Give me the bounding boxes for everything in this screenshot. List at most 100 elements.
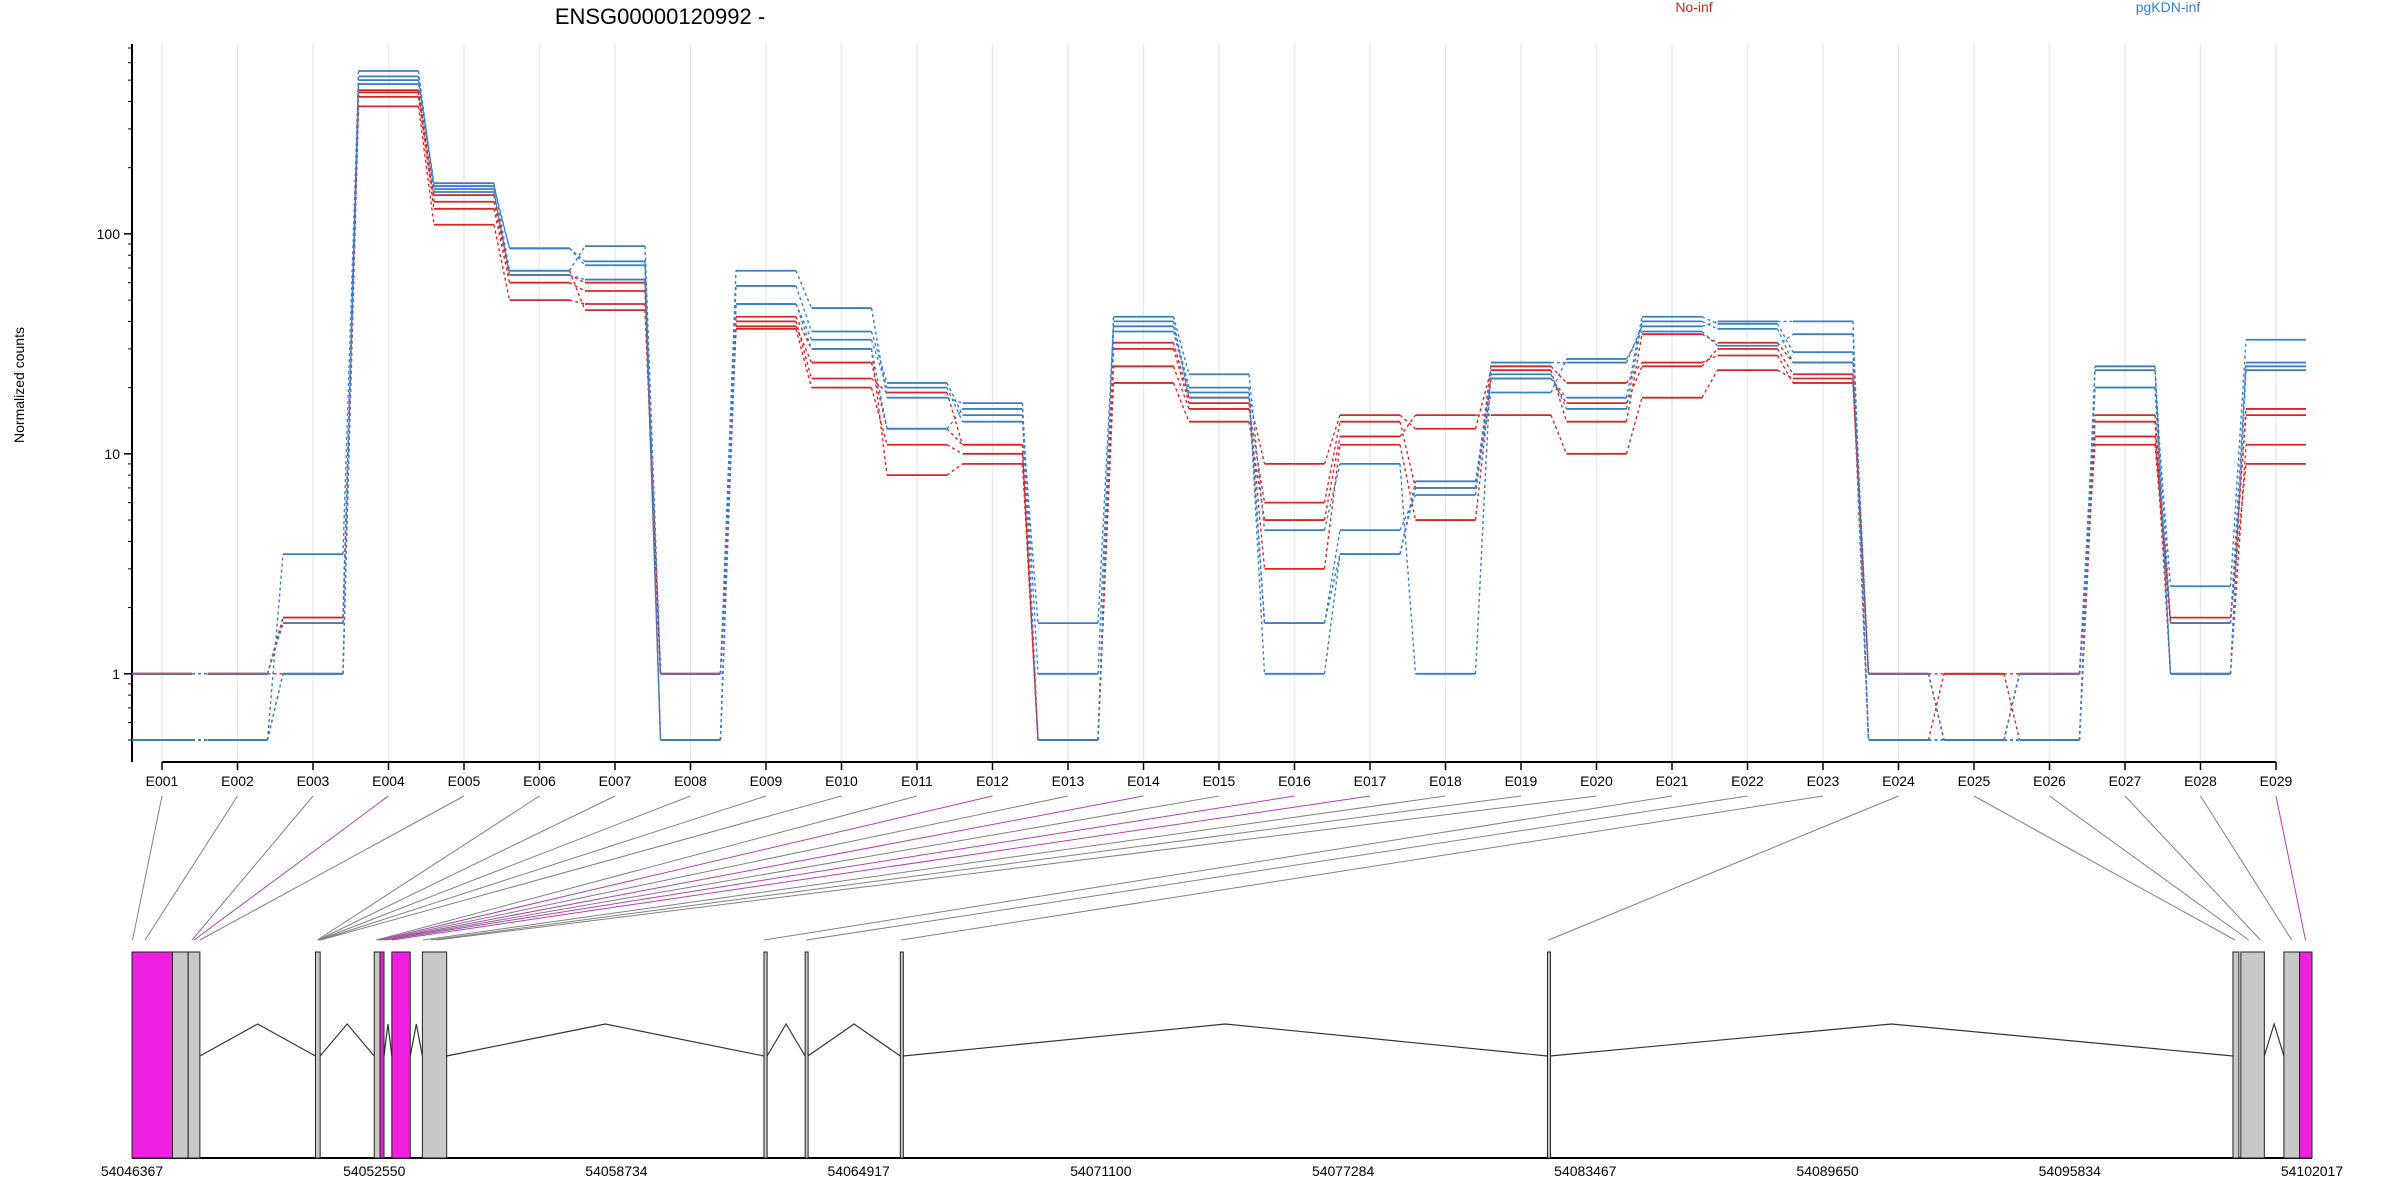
exon-link-line: [381, 795, 1144, 941]
series-connector: [569, 299, 586, 305]
legend-label-pgkdn-inf: pgKDN-inf: [2136, 0, 2201, 15]
exon-link-line: [436, 795, 1597, 941]
series-connector: [1097, 316, 1115, 741]
series-connector: [719, 316, 737, 674]
series-connector: [1172, 331, 1190, 393]
series-connector: [1701, 354, 1718, 364]
y-tick-label: 1: [112, 666, 120, 682]
x-tick-label: E006: [523, 773, 556, 789]
series-connector: [493, 224, 511, 301]
series-connector: [1399, 444, 1417, 521]
genomic-tick-label: 54052550: [343, 1163, 406, 1179]
series-connector: [1248, 408, 1266, 503]
series-connector: [1550, 365, 1568, 384]
series-connector: [1474, 362, 1492, 674]
x-tick-label: E028: [2184, 773, 2217, 789]
series-connector: [493, 183, 511, 271]
exon-link-line: [806, 795, 1748, 941]
exon-link-line: [144, 795, 238, 941]
series-connector: [1625, 331, 1643, 360]
series-connector: [870, 362, 888, 429]
x-tick-label: E017: [1354, 773, 1387, 789]
series-connector: [266, 554, 284, 741]
x-tick-label: E011: [901, 773, 933, 789]
series-connector: [644, 246, 662, 674]
series-connector: [1399, 487, 1417, 555]
exon-box: [1546, 951, 1551, 1159]
genomic-tick-label: 54046367: [101, 1163, 164, 1179]
series-connector: [1625, 321, 1643, 410]
series-connector: [870, 348, 888, 429]
series-connector: [1399, 463, 1417, 674]
series-connector: [2229, 362, 2247, 674]
series-connector: [1172, 326, 1190, 388]
genomic-tick-label: 54095834: [2039, 1163, 2102, 1179]
series-connector: [1323, 529, 1341, 624]
exon-link-line: [2200, 795, 2293, 941]
series-connector: [1777, 369, 1794, 380]
exon-link-line: [423, 795, 1446, 941]
series-connector: [493, 191, 511, 276]
series-connector: [1248, 392, 1266, 624]
series-connector: [493, 208, 511, 283]
series-connector: [1776, 328, 1794, 363]
series-connector: [569, 274, 586, 281]
exon-link-line: [318, 795, 691, 941]
series-connector: [1701, 320, 1718, 327]
x-tick-label: E018: [1429, 773, 1462, 789]
series-connector: [1474, 374, 1492, 496]
series-connector: [1625, 362, 1643, 384]
exon-link-line: [317, 795, 616, 941]
x-tick-label: E009: [750, 773, 783, 789]
series-connector: [1625, 397, 1643, 455]
series-connector: [1097, 326, 1115, 624]
series-connector: [946, 444, 963, 455]
series-connector: [266, 673, 284, 741]
series-connector: [1323, 414, 1341, 465]
series-connector: [1323, 421, 1341, 503]
intron-line: [902, 1023, 1548, 1057]
exon-link-line: [383, 795, 1220, 941]
x-tick-label: E023: [1807, 773, 1840, 789]
exon-box: [373, 951, 381, 1159]
series-connector: [644, 265, 662, 741]
series-connector: [1550, 373, 1568, 410]
series-connector: [1852, 334, 1870, 741]
x-tick-label: E007: [599, 773, 632, 789]
exon-link-line: [391, 795, 1371, 941]
series-connector: [266, 617, 284, 674]
y-tick-label: 100: [97, 226, 121, 242]
exon-link-line: [317, 795, 540, 941]
series-connector: [1172, 366, 1190, 410]
series-connector: [2078, 436, 2096, 674]
series-connector: [946, 397, 963, 404]
series-connector: [569, 282, 586, 292]
series-connector: [795, 270, 813, 309]
genomic-tick-label: 54102017: [2281, 1163, 2344, 1179]
series-connector: [1701, 320, 1718, 330]
series-connector: [2003, 673, 2021, 741]
series-connector: [417, 106, 435, 225]
genomic-tick-label: 54089650: [1796, 1163, 1859, 1179]
series-connector: [266, 622, 284, 674]
series-connector: [493, 195, 511, 271]
series-connector: [493, 201, 511, 276]
exon-box: [314, 951, 321, 1159]
intron-line: [807, 1023, 901, 1057]
series-connector: [1625, 334, 1643, 422]
series-connector: [1248, 403, 1266, 569]
exon-link-line: [379, 795, 1069, 941]
series-connector: [1021, 421, 1039, 624]
series-connector: [1399, 414, 1417, 437]
x-tick-label: E008: [674, 773, 707, 789]
intron-line: [446, 1023, 765, 1057]
series-connector: [342, 71, 360, 674]
exon-link-line: [191, 795, 314, 941]
exon-link-line: [199, 795, 465, 941]
series-connector: [946, 463, 963, 476]
series-connector: [1248, 374, 1266, 531]
series-connector: [1776, 323, 1794, 353]
y-axis-label: Normalized counts: [11, 327, 27, 443]
x-tick-label: E010: [825, 773, 858, 789]
x-tick-label: E020: [1580, 773, 1613, 789]
